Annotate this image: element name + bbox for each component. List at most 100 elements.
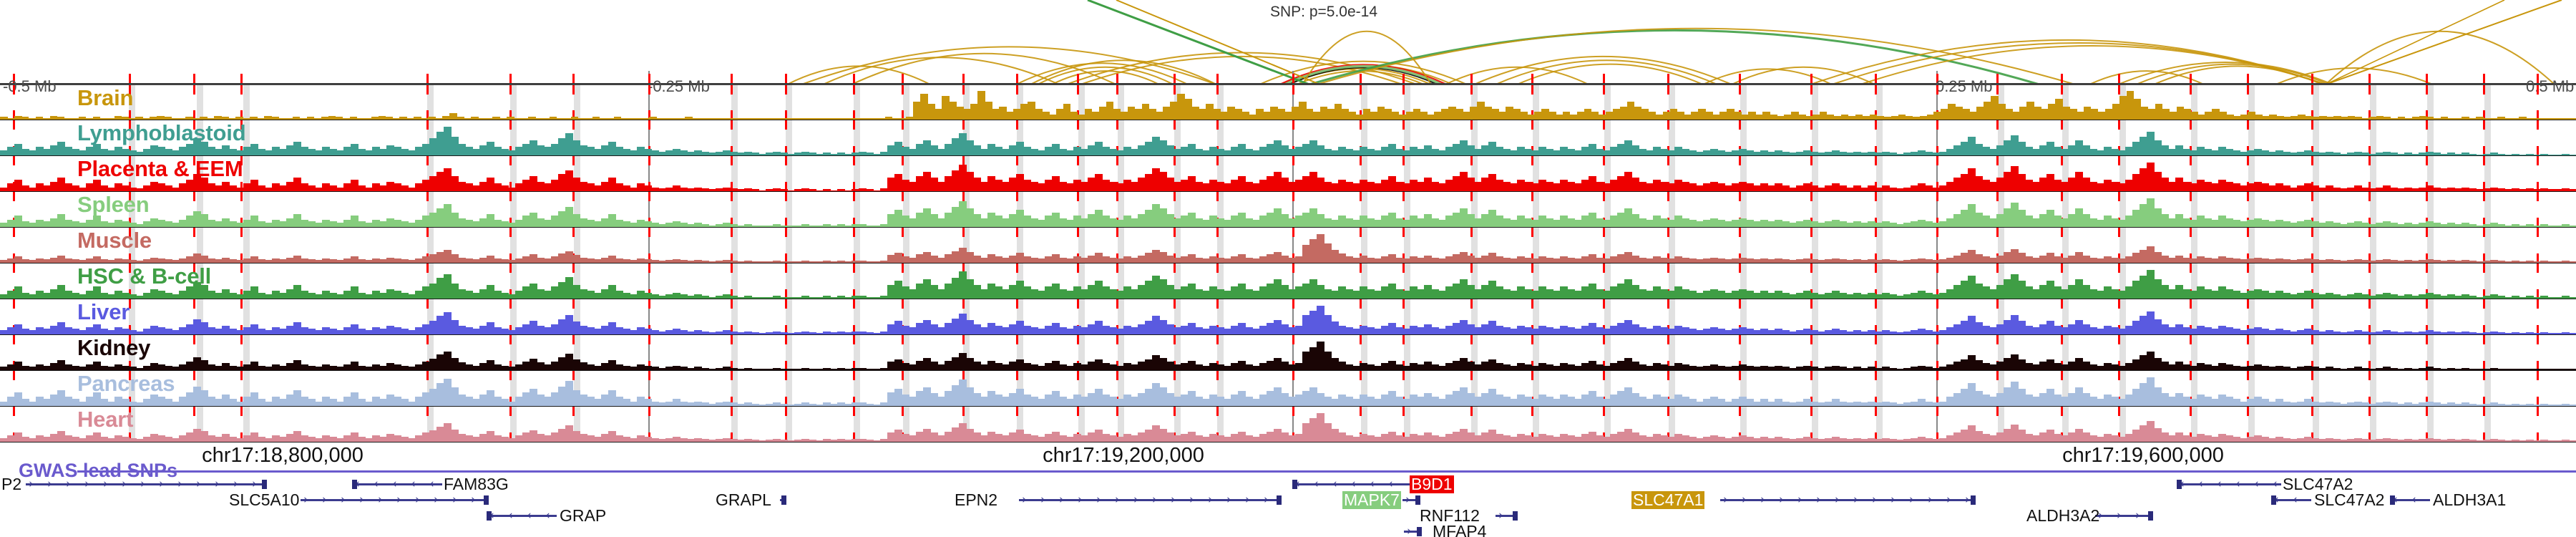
snp-position-tick[interactable]	[2368, 74, 2371, 83]
interaction-arc[interactable]	[1037, 66, 1174, 84]
snp-position-tick[interactable]	[240, 218, 243, 227]
snp-position-tick[interactable]	[1936, 289, 1938, 299]
snp-position-tick[interactable]	[1116, 156, 1118, 165]
interaction-arc[interactable]	[851, 52, 1117, 84]
snp-position-tick[interactable]	[2247, 263, 2249, 273]
snp-position-tick[interactable]	[129, 156, 131, 165]
interaction-arc[interactable]	[1030, 59, 1217, 84]
snp-position-tick[interactable]	[1016, 156, 1018, 165]
snp-position-tick[interactable]	[2368, 289, 2371, 299]
snp-position-tick[interactable]	[2247, 228, 2249, 237]
snp-position-tick[interactable]	[1016, 192, 1018, 201]
snp-position-tick[interactable]	[13, 110, 15, 120]
snp-position-tick[interactable]	[1292, 74, 1294, 83]
snp-position-tick[interactable]	[902, 85, 904, 95]
snp-position-tick[interactable]	[1667, 156, 1669, 165]
snp-position-tick[interactable]	[962, 74, 965, 83]
snp-position-tick[interactable]	[1077, 299, 1079, 309]
snp-position-tick[interactable]	[1667, 299, 1669, 309]
interaction-arc[interactable]	[1087, 0, 1310, 84]
snp-position-tick[interactable]	[648, 85, 650, 95]
snp-position-tick[interactable]	[648, 299, 650, 309]
snp-position-tick[interactable]	[572, 74, 575, 83]
snp-position-tick[interactable]	[1810, 228, 1813, 237]
interaction-arc[interactable]	[2325, 0, 2505, 84]
snp-position-tick[interactable]	[902, 192, 904, 201]
snp-position-tick[interactable]	[509, 192, 512, 201]
snp-position-tick[interactable]	[2426, 156, 2428, 165]
snp-position-tick[interactable]	[129, 289, 131, 299]
snp-position-tick[interactable]	[1810, 253, 1813, 263]
snp-position-tick[interactable]	[1016, 120, 1018, 130]
snp-position-tick[interactable]	[509, 228, 512, 237]
snp-position-tick[interactable]	[426, 228, 429, 237]
snp-position-tick[interactable]	[2061, 85, 2063, 95]
snp-position-tick[interactable]	[2537, 263, 2539, 273]
snp-position-tick[interactable]	[240, 192, 243, 201]
interaction-arc[interactable]	[2135, 63, 2330, 84]
snp-position-tick[interactable]	[731, 182, 733, 191]
snp-position-tick[interactable]	[1077, 156, 1079, 165]
snp-position-tick[interactable]	[1810, 263, 1813, 273]
snp-position-tick[interactable]	[2190, 74, 2192, 83]
snp-position-tick[interactable]	[426, 74, 429, 83]
snp-position-tick[interactable]	[731, 74, 733, 83]
snp-position-tick[interactable]	[1470, 228, 1473, 237]
snp-position-tick[interactable]	[129, 85, 131, 95]
snp-position-tick[interactable]	[129, 110, 131, 120]
snp-position-tick[interactable]	[426, 110, 429, 120]
snp-position-tick[interactable]	[572, 85, 575, 95]
snp-position-tick[interactable]	[1077, 228, 1079, 237]
snp-position-tick[interactable]	[1216, 192, 1219, 201]
snp-position-tick[interactable]	[902, 120, 904, 130]
snp-position-tick[interactable]	[1739, 85, 1741, 95]
snp-position-tick[interactable]	[13, 85, 15, 95]
snp-position-tick[interactable]	[1016, 263, 1018, 273]
snp-position-tick[interactable]	[1077, 74, 1079, 83]
snp-position-tick[interactable]	[1174, 263, 1176, 273]
snp-position-tick[interactable]	[2368, 110, 2371, 120]
snp-position-tick[interactable]	[2247, 253, 2249, 263]
snp-position-tick[interactable]	[193, 85, 195, 95]
snp-position-tick[interactable]	[2426, 110, 2428, 120]
snp-position-tick[interactable]	[1875, 253, 1877, 263]
snp-position-tick[interactable]	[2190, 120, 2192, 130]
snp-position-tick[interactable]	[2537, 120, 2539, 130]
signal-track-liver[interactable]: Liver	[0, 299, 2576, 335]
snp-position-tick[interactable]	[1174, 120, 1176, 130]
snp-position-tick[interactable]	[2247, 192, 2249, 201]
interaction-arc[interactable]	[1302, 30, 1432, 84]
snp-position-tick[interactable]	[2483, 110, 2485, 120]
interaction-arc[interactable]	[1316, 27, 2076, 84]
snp-position-tick[interactable]	[1402, 299, 1405, 309]
snp-position-tick[interactable]	[1739, 263, 1741, 273]
snp-position-tick[interactable]	[13, 263, 15, 273]
snp-position-tick[interactable]	[1739, 74, 1741, 83]
snp-position-tick[interactable]	[2537, 289, 2539, 299]
snp-position-tick[interactable]	[2311, 74, 2313, 83]
snp-position-tick[interactable]	[240, 85, 243, 95]
snp-position-tick[interactable]	[2426, 228, 2428, 237]
snp-position-tick[interactable]	[240, 289, 243, 299]
snp-position-tick[interactable]	[2483, 85, 2485, 95]
snp-position-tick[interactable]	[1936, 146, 1938, 155]
snp-position-tick[interactable]	[2190, 85, 2192, 95]
snp-position-tick[interactable]	[1996, 192, 1999, 201]
snp-position-tick[interactable]	[1216, 228, 1219, 237]
snp-position-tick[interactable]	[1996, 156, 1999, 165]
snp-position-tick[interactable]	[1875, 299, 1877, 309]
snp-position-tick[interactable]	[2426, 85, 2428, 95]
snp-position-tick[interactable]	[2483, 218, 2485, 227]
snp-position-tick[interactable]	[509, 85, 512, 95]
snp-position-tick[interactable]	[785, 146, 787, 155]
snp-position-tick[interactable]	[1116, 74, 1118, 83]
snp-position-tick[interactable]	[902, 74, 904, 83]
snp-position-tick[interactable]	[1739, 192, 1741, 201]
snp-position-tick[interactable]	[853, 110, 855, 120]
snp-position-tick[interactable]	[2483, 263, 2485, 273]
snp-position-tick[interactable]	[1116, 192, 1118, 201]
interaction-arc[interactable]	[1516, 63, 1704, 84]
snp-position-tick[interactable]	[240, 253, 243, 263]
snp-position-tick[interactable]	[962, 263, 965, 273]
snp-position-tick[interactable]	[1402, 120, 1405, 130]
